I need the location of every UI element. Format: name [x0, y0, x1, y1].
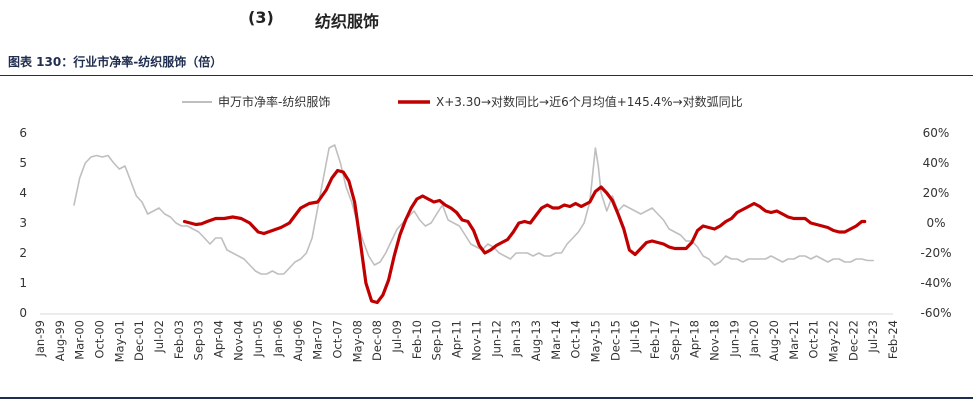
x-tick-label: Apr-18 [688, 320, 702, 358]
section-heading: (3) 纺织服饰 [0, 8, 973, 34]
y-left-tick-label: 5 [19, 156, 27, 170]
series-line-pb-ratio [73, 144, 874, 275]
x-tick-label: Sep-03 [192, 320, 206, 360]
section-number: (3) [248, 8, 274, 27]
x-tick-label: Jan-99 [33, 320, 47, 358]
x-tick-label: May-08 [350, 320, 364, 362]
x-tick-label: Jan-13 [509, 320, 523, 358]
chart-series [73, 144, 874, 305]
x-tick-label: Sep-17 [668, 320, 682, 360]
x-tick-label: Oct-14 [569, 320, 583, 359]
x-tick-label: Mar-21 [787, 320, 801, 360]
y-left-tick-label: 2 [19, 246, 27, 260]
y-left-tick-label: 4 [19, 186, 27, 200]
x-tick-label: Jun-05 [251, 320, 265, 358]
figure-top-rule [0, 75, 973, 76]
x-tick-label: Aug-06 [291, 320, 305, 361]
x-tick-label: Oct-21 [807, 320, 821, 359]
series-line-log-yoy [182, 168, 867, 305]
x-tick-label: Mar-14 [549, 320, 563, 360]
y-right-tick-label: 0% [926, 216, 945, 230]
section-title: 纺织服饰 [315, 12, 380, 31]
x-tick-label: Aug-13 [529, 320, 543, 361]
x-tick-label: Feb-17 [648, 320, 662, 359]
x-tick-label: Mar-00 [73, 320, 87, 360]
x-tick-label: Feb-24 [886, 320, 900, 359]
x-tick-label: Jul-16 [628, 320, 642, 354]
figure-bottom-rule [0, 397, 973, 399]
y-left-tick-label: 1 [19, 276, 27, 290]
x-tick-label: Dec-15 [608, 320, 622, 361]
x-tick-label: Dec-22 [846, 320, 860, 361]
x-tick-label: Nov-18 [707, 320, 721, 361]
y-axis-left: 0 1 2 3 4 5 6 [19, 126, 27, 320]
x-tick-label: May-01 [112, 320, 126, 362]
x-tick-label: Jun-12 [489, 320, 503, 358]
x-tick-label: May-22 [826, 320, 840, 362]
x-tick-label: Aug-99 [53, 320, 67, 361]
figure-title: 图表 130：行业市净率-纺织服饰（倍） [8, 55, 223, 69]
y-left-tick-label: 6 [19, 126, 27, 140]
x-tick-label: Jul-09 [390, 320, 404, 354]
x-tick-label: Aug-20 [767, 320, 781, 361]
x-tick-label: Jul-02 [152, 320, 166, 354]
x-tick-label: Nov-04 [231, 320, 245, 361]
y-right-tick-label: 20% [923, 186, 950, 200]
legend-label-log-yoy: X+3.30→对数同比→近6个月均值+145.4%→对数弧同比 [436, 94, 743, 109]
y-right-tick-label: -20% [920, 246, 951, 260]
x-tick-label: Mar-07 [311, 320, 325, 360]
y-right-tick-label: -60% [920, 306, 951, 320]
x-tick-label: Dec-01 [132, 320, 146, 361]
legend-label-pb-ratio: 申万市净率-纺织服饰 [218, 94, 330, 109]
x-tick-label: Apr-04 [212, 320, 226, 358]
x-tick-label: Nov-11 [469, 320, 483, 361]
y-right-tick-label: 40% [923, 156, 950, 170]
y-right-tick-label: -40% [920, 276, 951, 290]
y-axis-right: -60% -40% -20% 0% 20% 40% 60% [920, 126, 951, 320]
x-tick-label: Dec-08 [370, 320, 384, 361]
x-tick-label: Feb-10 [410, 320, 424, 359]
x-tick-label: Feb-03 [172, 320, 186, 359]
x-axis: Jan-99 Aug-99 Mar-00 Oct-00 May-01 Dec-01 Jul-… [33, 313, 900, 362]
x-tick-label: Jun-19 [727, 320, 741, 358]
x-tick-label: Jul-23 [866, 320, 880, 354]
x-tick-label: May-15 [588, 320, 602, 362]
x-tick-label: Oct-00 [93, 320, 107, 359]
x-tick-label: Jan-06 [271, 320, 285, 358]
y-right-tick-label: 60% [923, 126, 950, 140]
x-tick-label: Apr-11 [450, 320, 464, 358]
y-left-tick-label: 0 [19, 306, 27, 320]
y-left-tick-label: 3 [19, 216, 27, 230]
x-tick-label: Sep-10 [430, 320, 444, 360]
x-tick-label: Jan-20 [747, 320, 761, 358]
x-tick-label: Oct-07 [331, 320, 345, 359]
chart-legend: 申万市净率-纺织服饰 X+3.30→对数同比→近6个月均值+145.4%→对数弧同… [182, 94, 743, 109]
